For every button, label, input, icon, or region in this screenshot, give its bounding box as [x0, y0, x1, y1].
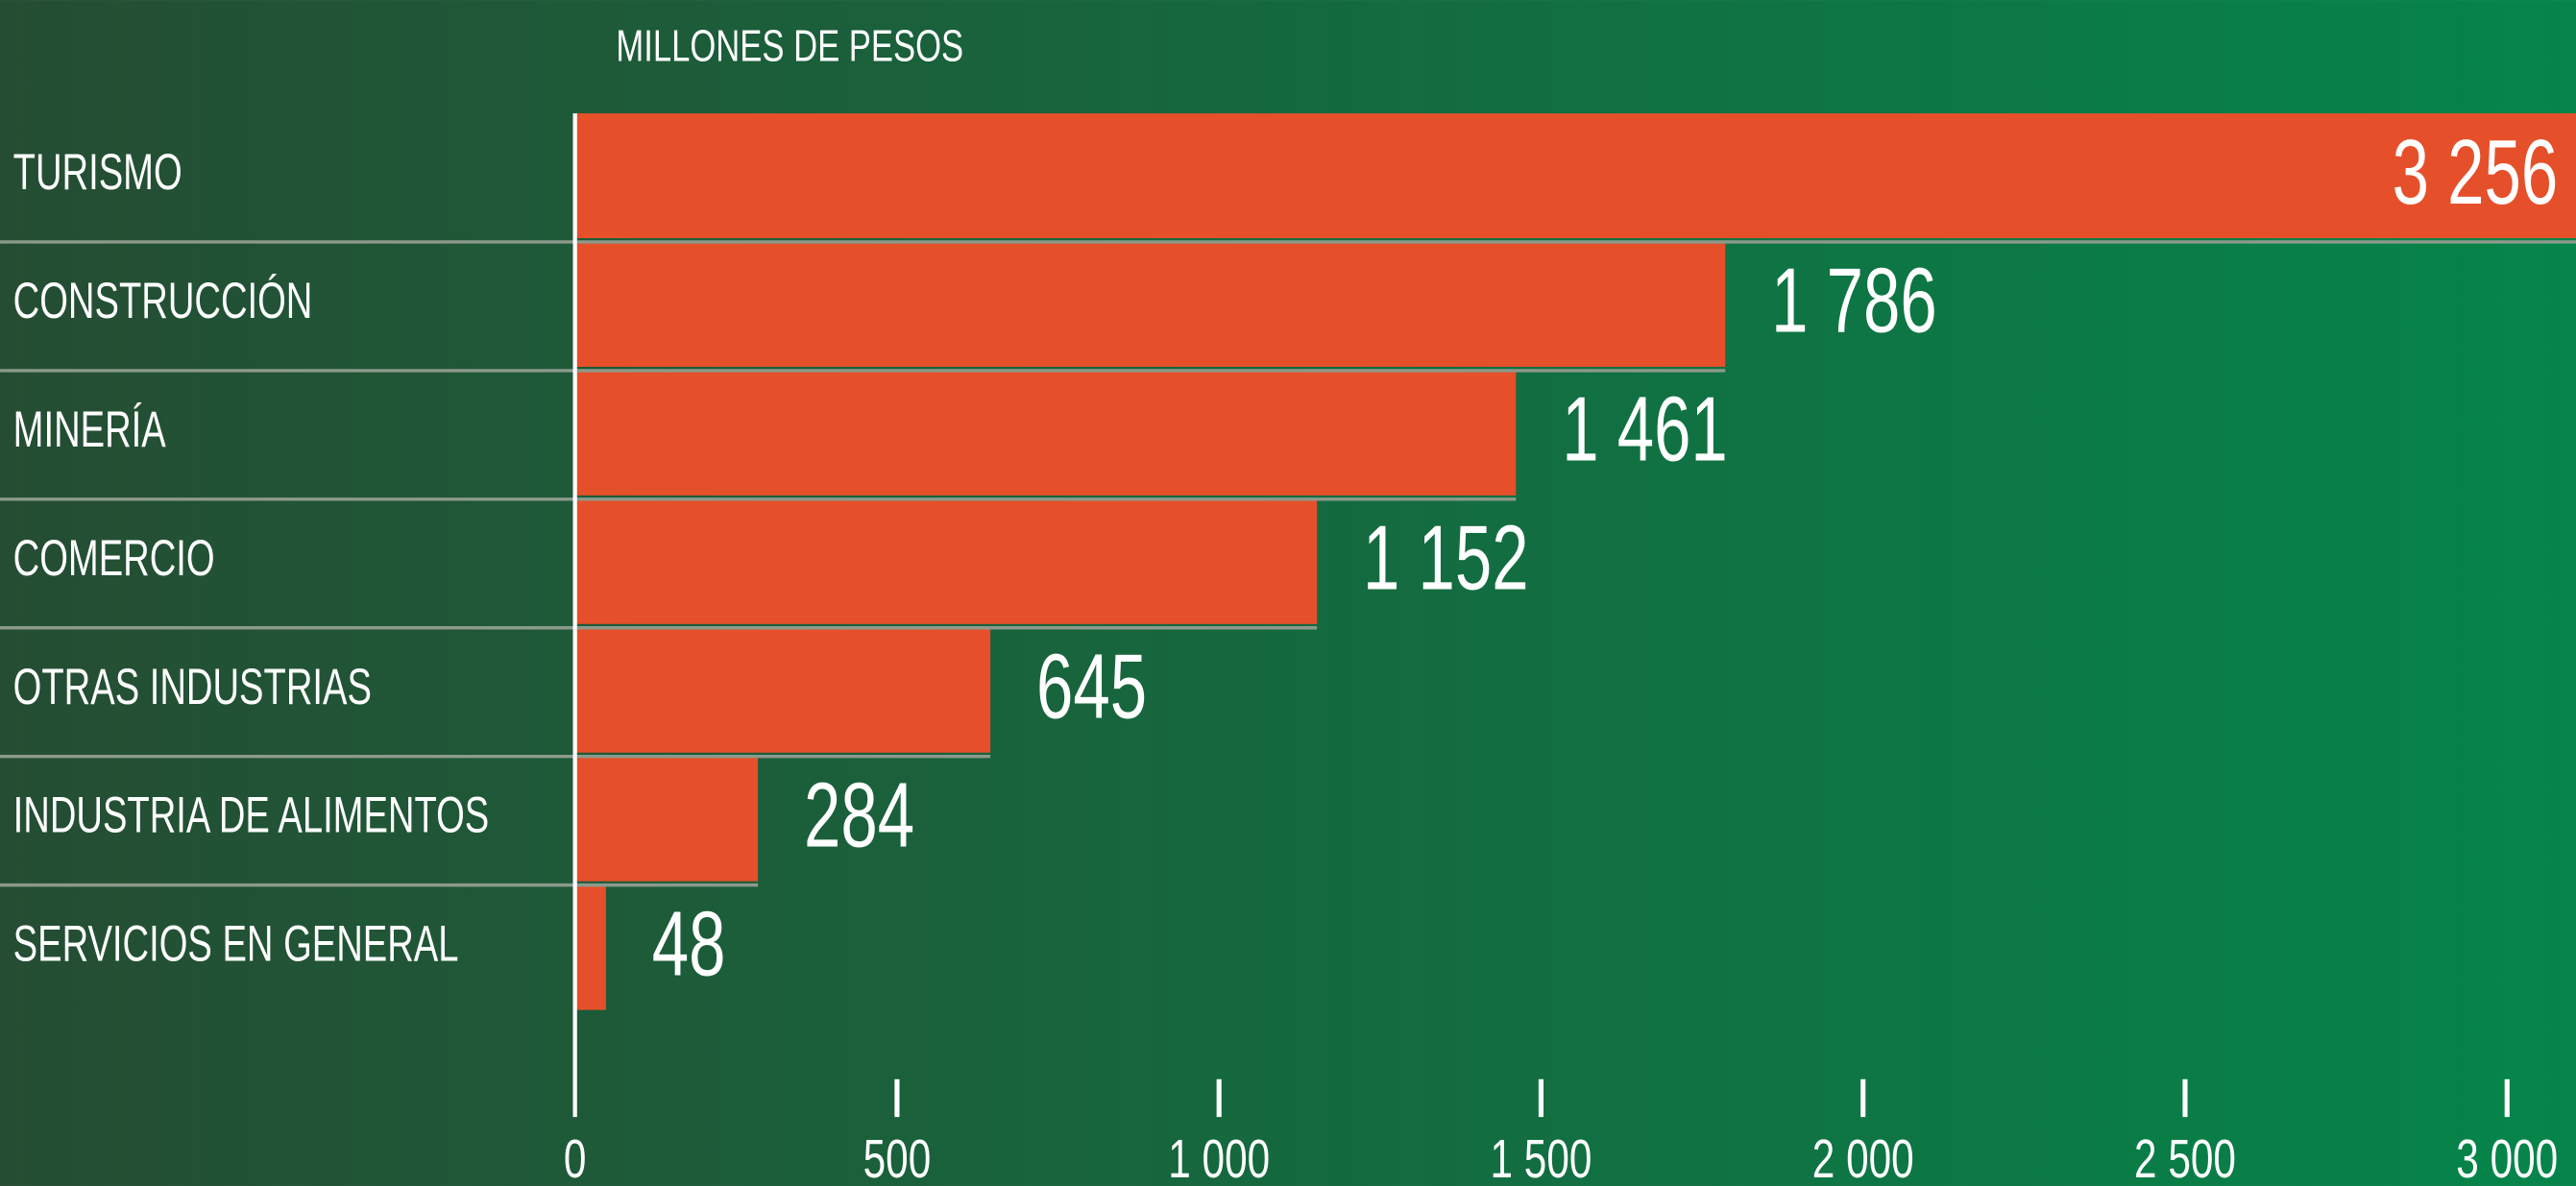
category-label: CONSTRUCCIÓN	[13, 272, 313, 329]
bar	[574, 370, 1517, 496]
bar	[574, 113, 2576, 239]
x-tick-label: 2 000	[1812, 1128, 1914, 1186]
x-tick-label: 500	[863, 1128, 932, 1186]
value-label: 3 256	[2393, 120, 2559, 224]
category-label: MINERÍA	[13, 400, 166, 458]
bar	[574, 241, 1726, 367]
value-label: 1 152	[1363, 505, 1529, 609]
bar	[574, 498, 1318, 624]
chart-subtitle: MILLONES DE PESOS	[616, 21, 963, 71]
x-tick-label: 1 500	[1491, 1128, 1592, 1186]
category-label: COMERCIO	[13, 529, 215, 587]
category-label: TURISMO	[13, 143, 182, 201]
x-tick-label: 3 000	[2456, 1128, 2558, 1186]
x-tick-label: 2 500	[2134, 1128, 2236, 1186]
bar	[574, 884, 606, 1010]
value-label: 284	[804, 762, 914, 866]
bar	[574, 756, 759, 882]
x-tick-label: 0	[564, 1128, 587, 1186]
value-label: 1 461	[1562, 376, 1728, 480]
value-label: 645	[1036, 634, 1147, 738]
category-label: SERVICIOS EN GENERAL	[13, 914, 459, 972]
x-tick-label: 1 000	[1168, 1128, 1270, 1186]
value-label: 1 786	[1771, 248, 1937, 351]
category-label: INDUSTRIA DE ALIMENTOS	[13, 786, 490, 843]
value-label: 48	[652, 891, 726, 995]
category-label: OTRAS INDUSTRIAS	[13, 658, 372, 715]
bar	[574, 627, 991, 753]
